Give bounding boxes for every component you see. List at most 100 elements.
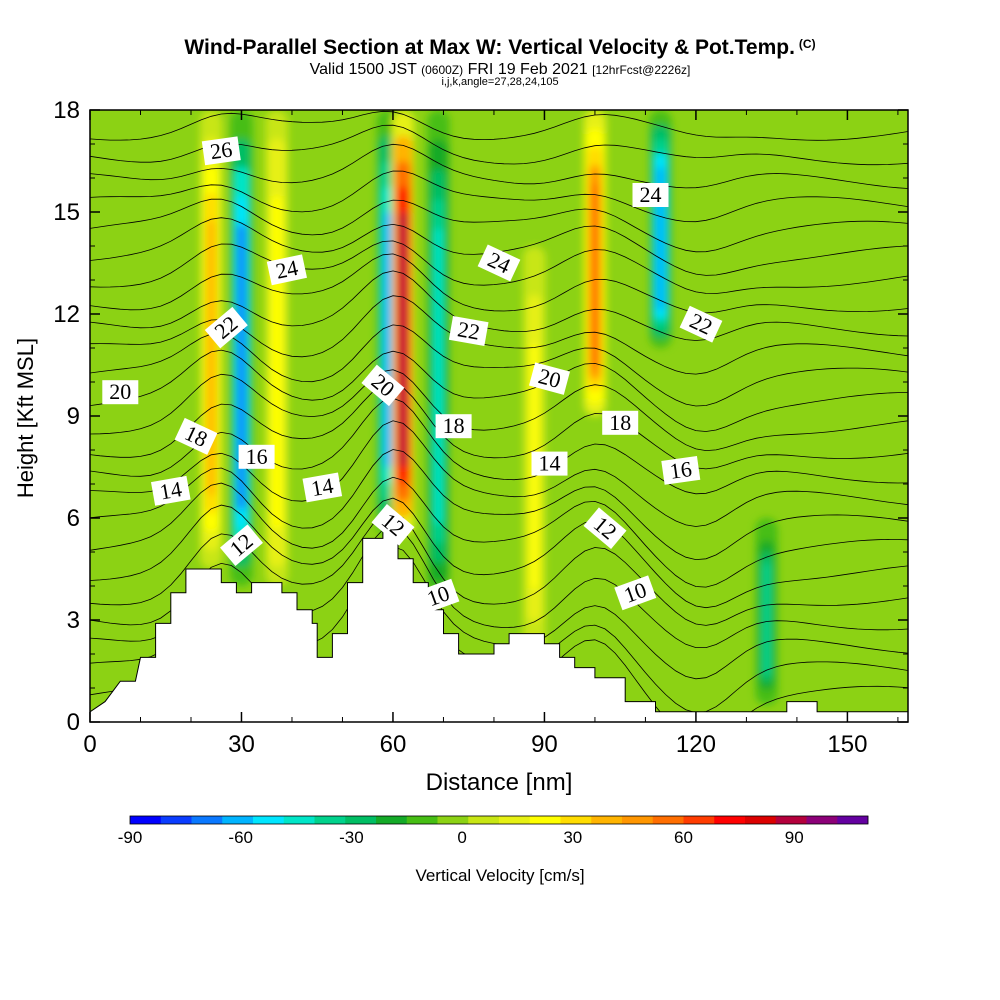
colorbar-swatch: [253, 816, 285, 824]
contour-label-box: [679, 305, 723, 343]
colorbar-swatch: [683, 816, 715, 824]
velocity-band-3-4: [384, 212, 392, 467]
colorbar-swatch: [376, 816, 408, 824]
velocity-band-9-4: [762, 562, 771, 676]
theta-contour-line: [90, 143, 908, 189]
x-axis-label: Distance [nm]: [426, 769, 573, 796]
colorbar-swatch: [745, 816, 777, 824]
colorbar: [129, 815, 869, 825]
velocity-band-7-4: [591, 183, 599, 368]
contour-label: 20: [102, 379, 139, 405]
contour-label-box: [371, 504, 415, 546]
contour-label-text: 14: [158, 476, 184, 504]
colorbar-swatch: [591, 816, 623, 824]
x-tick-label: 30: [228, 731, 255, 758]
contour-label-text: 18: [609, 410, 631, 435]
colorbar-swatch: [560, 816, 592, 824]
theta-contour-line: [90, 110, 908, 141]
colorbar-tick-label: -90: [118, 828, 143, 847]
contour-label-box: [219, 524, 264, 566]
velocity-band-0-4: [207, 220, 216, 496]
contour-label-box: [201, 136, 241, 166]
colorbar-swatch: [775, 816, 807, 824]
contour-label-box: [150, 475, 191, 506]
theta-contour-line: [90, 511, 908, 626]
contour-label-box: [435, 414, 472, 439]
contour-label: 14: [302, 472, 343, 503]
contour-label-text: 18: [443, 413, 465, 438]
x-tick-label: 120: [676, 731, 716, 758]
contour-label-box: [531, 451, 568, 476]
contour-label: 16: [238, 444, 275, 469]
theta-contour-line: [90, 476, 908, 588]
x-tick-label: 60: [380, 731, 407, 758]
colorbar-swatch: [529, 816, 561, 824]
colorbar-swatch: [345, 816, 377, 824]
theta-contour-line: [90, 525, 908, 648]
colorbar-swatch: [837, 816, 869, 824]
colorbar-tick-label: -30: [339, 828, 364, 847]
velocity-band-4-4: [399, 212, 407, 467]
contour-label-text: 24: [273, 255, 300, 284]
colorbar-label: Vertical Velocity [cm/s]: [415, 866, 584, 885]
subtitle-fcst: [12hrFcst@2226z]: [592, 63, 691, 77]
contour-label: 18: [602, 410, 639, 435]
contour-label-text: 20: [109, 379, 131, 404]
contour-label: 16: [661, 456, 701, 485]
colorbar-swatch: [314, 816, 346, 824]
subtitle-utc: (0600Z): [421, 63, 464, 77]
contour-label-box: [361, 364, 405, 407]
colorbar-swatch: [806, 816, 838, 824]
contour-label: 22: [448, 316, 489, 346]
contour-label: 18: [435, 413, 472, 439]
colorbar-swatch: [499, 816, 531, 824]
contour-label-box: [238, 444, 275, 469]
velocity-band-2-4: [272, 224, 281, 510]
theta-contour-line: [90, 198, 908, 253]
subtitle-valid: Valid 1500 JST: [309, 61, 417, 78]
colorbar-swatch: [191, 816, 223, 824]
contour-label-text: 14: [309, 473, 335, 501]
colorbar-tick-label: 30: [563, 828, 582, 847]
contour-label: 24: [632, 182, 669, 207]
x-tick-label: 0: [83, 731, 96, 758]
theta-contour-line: [90, 420, 908, 527]
colorbar-swatch: [714, 816, 746, 824]
colorbar-swatch: [130, 816, 162, 824]
colorbar-tick-label: 60: [674, 828, 693, 847]
contour-label-box: [632, 183, 669, 207]
colorbar-swatch: [222, 816, 254, 824]
contour-label-text: 16: [246, 444, 268, 469]
x-tick-label: 150: [827, 731, 867, 758]
y-tick-label: 12: [53, 301, 80, 328]
colorbar-swatch: [622, 816, 654, 824]
colorbar-tick-label: 90: [785, 828, 804, 847]
contour-label: 26: [201, 136, 241, 166]
y-tick-label: 6: [67, 505, 80, 532]
contour-label-box: [583, 507, 627, 549]
contour-label-box: [266, 254, 308, 286]
colorbar-swatch: [468, 816, 500, 824]
contour-label-box: [661, 456, 701, 485]
contour-label-text: 24: [640, 182, 662, 207]
y-tick-label: 15: [53, 199, 80, 226]
y-tick-label: 0: [67, 709, 80, 736]
theta-contour-line: [90, 270, 908, 341]
contour-label-text: 14: [539, 451, 561, 476]
contour-label-text: 26: [209, 136, 234, 164]
contour-label: 20: [529, 362, 570, 395]
colorbar-tick-label: -60: [228, 828, 253, 847]
theta-contour-line: [90, 170, 908, 223]
colorbar-swatch: [652, 816, 684, 824]
theta-contour-line: [90, 349, 908, 432]
contour-label-box: [417, 578, 460, 614]
contour-label-box: [477, 244, 521, 282]
theta-contour-line: [90, 253, 908, 314]
theta-contour-line: [90, 382, 908, 470]
y-tick-label: 9: [67, 403, 80, 430]
contour-label-box: [102, 380, 139, 405]
subtitle-date: FRI 19 Feb 2021: [467, 61, 588, 78]
title-mark: (C): [798, 37, 816, 51]
contour-label-box: [174, 417, 218, 455]
